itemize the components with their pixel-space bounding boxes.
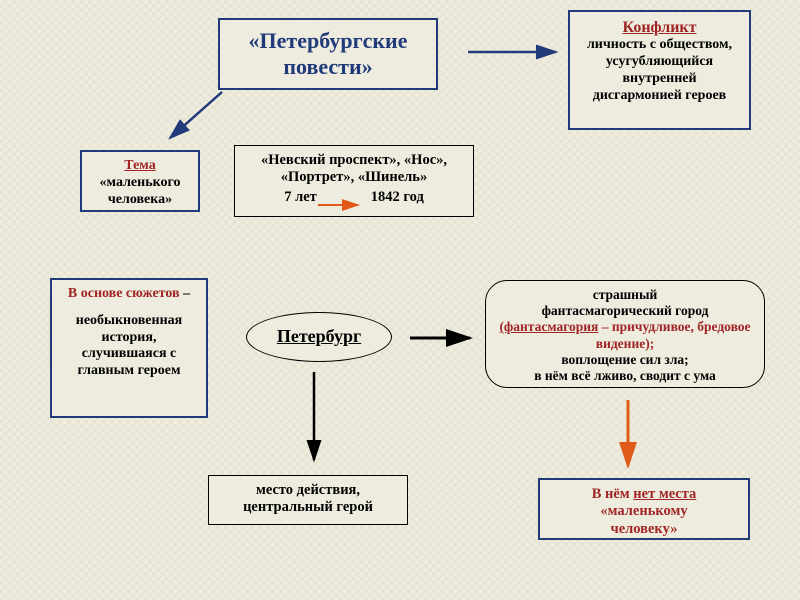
tema-box: Тема «маленького человека» bbox=[80, 150, 200, 212]
title-text: «Петербургские повести» bbox=[228, 28, 428, 81]
stories-box: «Невский проспект», «Нос», «Портрет», «Ш… bbox=[234, 145, 474, 217]
city-line2: фантасмагорический город bbox=[494, 303, 756, 319]
noplace-post2: человеку» bbox=[611, 521, 678, 537]
city-line1: страшный bbox=[494, 287, 756, 303]
stories-years-right: 1842 год bbox=[371, 189, 424, 206]
noplace-box: В нём нет места «маленькому человеку» bbox=[538, 478, 750, 540]
plot-dash: – bbox=[180, 286, 191, 301]
conflict-box: Конфликт личность с обществом, усугубляю… bbox=[568, 10, 751, 130]
place-line2: центральный герой bbox=[217, 499, 399, 516]
title-box: «Петербургские повести» bbox=[218, 18, 438, 90]
diagram-canvas: «Петербургские повести» Конфликт личност… bbox=[0, 0, 800, 600]
place-line1: место действия, bbox=[217, 482, 399, 499]
noplace-pre: В нём bbox=[592, 486, 634, 502]
conflict-body: личность с обществом, усугубляющийся вну… bbox=[587, 37, 732, 102]
city-box: страшный фантасмагорический город (фанта… bbox=[485, 280, 765, 388]
tema-header: Тема bbox=[90, 158, 190, 175]
city-phant-term: (фантасмагория bbox=[499, 319, 598, 334]
city-phant-def: – причудливое, бредовое видение); bbox=[596, 319, 751, 350]
noplace-post1: «маленькому bbox=[600, 503, 687, 519]
stories-line2: «Портрет», «Шинель» bbox=[243, 169, 465, 186]
stories-line1: «Невский проспект», «Нос», bbox=[243, 152, 465, 169]
city-line5: в нём всё лживо, сводит с ума bbox=[494, 368, 756, 384]
plot-header: В основе сюжетов bbox=[68, 286, 180, 301]
noplace-under: нет места bbox=[633, 486, 696, 502]
stories-years-left: 7 лет bbox=[284, 189, 317, 206]
place-box: место действия, центральный герой bbox=[208, 475, 408, 525]
petersburg-oval: Петербург bbox=[246, 312, 392, 362]
conflict-header: Конфликт bbox=[578, 18, 741, 37]
city-line4: воплощение сил зла; bbox=[494, 352, 756, 368]
plot-box: В основе сюжетов – необыкновенная истори… bbox=[50, 278, 208, 418]
tema-body: «маленького человека» bbox=[100, 175, 181, 207]
petersburg-label: Петербург bbox=[277, 326, 361, 348]
plot-body: необыкновенная история, случившаяся с гл… bbox=[76, 313, 182, 378]
arrow-title-to-tema bbox=[170, 92, 222, 138]
